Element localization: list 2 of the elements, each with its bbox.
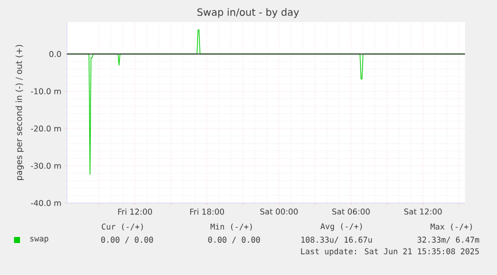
chart-title: Swap in/out - by day (197, 8, 299, 18)
y-axis-title: pages per second in (-) / out (+) (16, 44, 24, 180)
